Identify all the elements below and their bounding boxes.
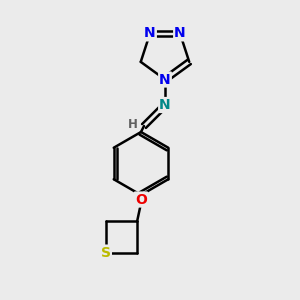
Text: N: N — [174, 26, 186, 40]
Text: O: O — [135, 193, 147, 206]
Text: N: N — [159, 73, 171, 86]
Text: N: N — [144, 26, 156, 40]
Text: H: H — [128, 118, 137, 131]
Text: N: N — [159, 98, 171, 112]
Text: S: S — [101, 246, 111, 260]
